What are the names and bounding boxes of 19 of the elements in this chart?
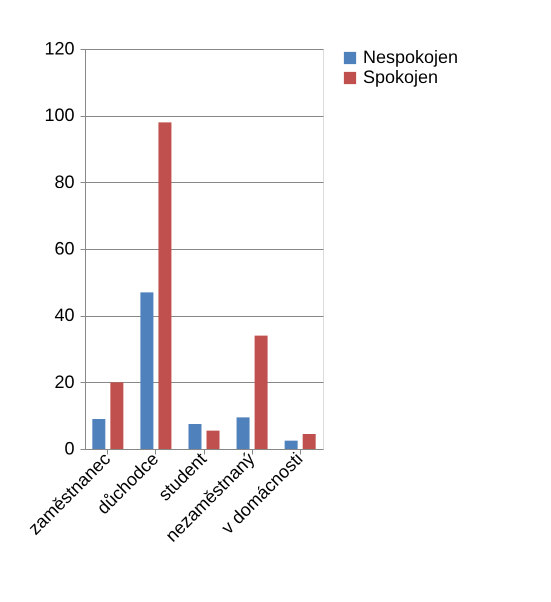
- bar: [92, 419, 106, 449]
- bar: [206, 430, 220, 449]
- y-tick-label: 0: [64, 438, 74, 458]
- bar: [110, 382, 124, 449]
- legend-label: Spokojen: [363, 67, 438, 87]
- bar: [284, 440, 298, 449]
- y-tick-label: 40: [54, 305, 74, 326]
- bar: [236, 417, 250, 449]
- y-tick-label: 60: [54, 238, 74, 258]
- bar: [302, 434, 316, 449]
- bar: [188, 424, 202, 449]
- y-tick-label: 100: [44, 105, 74, 126]
- y-tick-label: 20: [54, 372, 74, 392]
- bar: [254, 336, 268, 449]
- bar: [140, 292, 154, 449]
- y-tick-label: 80: [54, 172, 74, 192]
- y-tick-label: 120: [44, 38, 74, 58]
- legend-label: Nespokojen: [363, 47, 458, 67]
- bar: [158, 122, 172, 449]
